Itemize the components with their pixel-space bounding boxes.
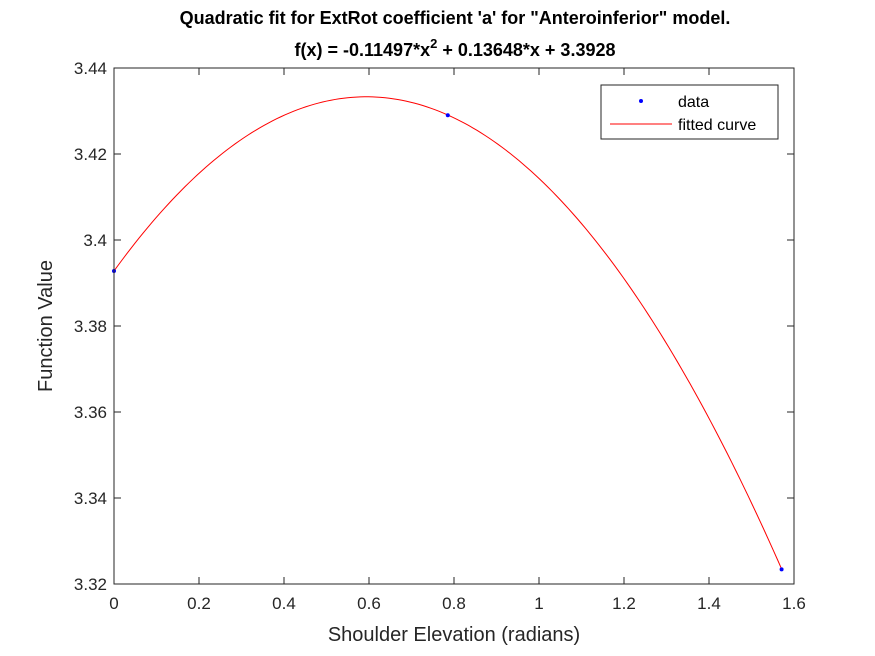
legend-data-marker bbox=[639, 99, 643, 103]
y-tick-label: 3.36 bbox=[74, 403, 107, 422]
x-tick-label: 1 bbox=[534, 594, 543, 613]
data-point bbox=[445, 113, 450, 118]
x-tick-label: 0 bbox=[109, 594, 118, 613]
y-tick-label: 3.44 bbox=[74, 59, 107, 78]
chart-title-line2: f(x) = -0.11497*x2 + 0.13648*x + 3.3928 bbox=[295, 36, 616, 60]
x-tick-label: 1.6 bbox=[782, 594, 806, 613]
plot-box bbox=[113, 67, 795, 585]
x-tick-label: 1.4 bbox=[697, 594, 721, 613]
x-tick-label: 0.4 bbox=[272, 594, 296, 613]
title-equation-suffix: + 0.13648*x + 3.3928 bbox=[437, 40, 615, 60]
x-tick-label: 1.2 bbox=[612, 594, 636, 613]
x-tick-label: 0.8 bbox=[442, 594, 466, 613]
y-tick-label: 3.32 bbox=[74, 575, 107, 594]
title-equation-prefix: f(x) = -0.11497*x bbox=[295, 40, 431, 60]
y-tick-label: 3.38 bbox=[74, 317, 107, 336]
legend: data fitted curve bbox=[600, 84, 779, 140]
plot-area bbox=[114, 68, 794, 584]
y-tick-label: 3.42 bbox=[74, 145, 107, 164]
x-axis-label: Shoulder Elevation (radians) bbox=[328, 624, 580, 646]
data-point bbox=[779, 567, 784, 572]
y-axis-label: Function Value bbox=[35, 260, 57, 392]
y-tick-label: 3.34 bbox=[74, 489, 107, 508]
chart-title-line1: Quadratic fit for ExtRot coefficient 'a'… bbox=[180, 8, 731, 28]
ticks-layer: 0 0.2 0.4 0.6 0.8 1 1.2 1.4 1.6 3.32 3.34 3.36 3.38 3… bbox=[74, 59, 806, 613]
legend-entry-fitted-curve: fitted curve bbox=[678, 117, 756, 134]
title-equation-exponent: 2 bbox=[430, 36, 437, 51]
x-tick-label: 0.2 bbox=[187, 594, 211, 613]
legend-entry-data: data bbox=[678, 94, 709, 111]
legend-box bbox=[600, 84, 779, 140]
y-tick-label: 3.4 bbox=[83, 231, 107, 250]
x-tick-label: 0.6 bbox=[357, 594, 381, 613]
